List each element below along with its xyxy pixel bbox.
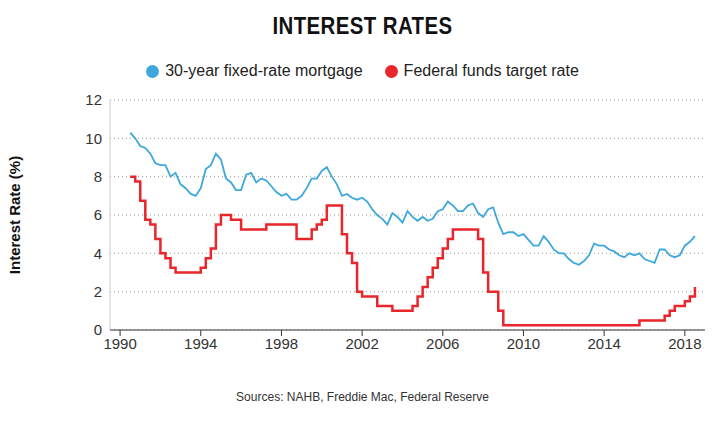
svg-text:2006: 2006 [426, 335, 459, 352]
html-text:30-year fixed-rate mortgage: 30-year fixed-rate mortgage [165, 62, 363, 79]
svg-text:2: 2 [94, 283, 102, 300]
svg-text:Interest Rate (%): Interest Rate (%) [8, 156, 23, 274]
svg-text:1990: 1990 [103, 335, 136, 352]
svg-text:2014: 2014 [587, 335, 620, 352]
svg-text:0: 0 [94, 321, 102, 338]
svg-text:8: 8 [94, 168, 102, 185]
svg-text:2018: 2018 [668, 335, 701, 352]
html-text:Sources: NAHB, Freddie Mac, Fe: Sources: NAHB, Freddie Mac, Federal Rese… [236, 390, 489, 404]
html-text:Federal funds target rate: Federal funds target rate [403, 62, 579, 79]
svg-text:12: 12 [85, 91, 102, 108]
svg-text:2010: 2010 [507, 335, 540, 352]
svg-text:2002: 2002 [345, 335, 378, 352]
svg-text:4: 4 [94, 245, 102, 262]
svg-text:1994: 1994 [184, 335, 217, 352]
svg-text:6: 6 [94, 206, 102, 223]
html-text:INTEREST RATES: INTEREST RATES [272, 12, 453, 39]
svg-text:1998: 1998 [265, 335, 298, 352]
svg-text:10: 10 [85, 130, 102, 147]
